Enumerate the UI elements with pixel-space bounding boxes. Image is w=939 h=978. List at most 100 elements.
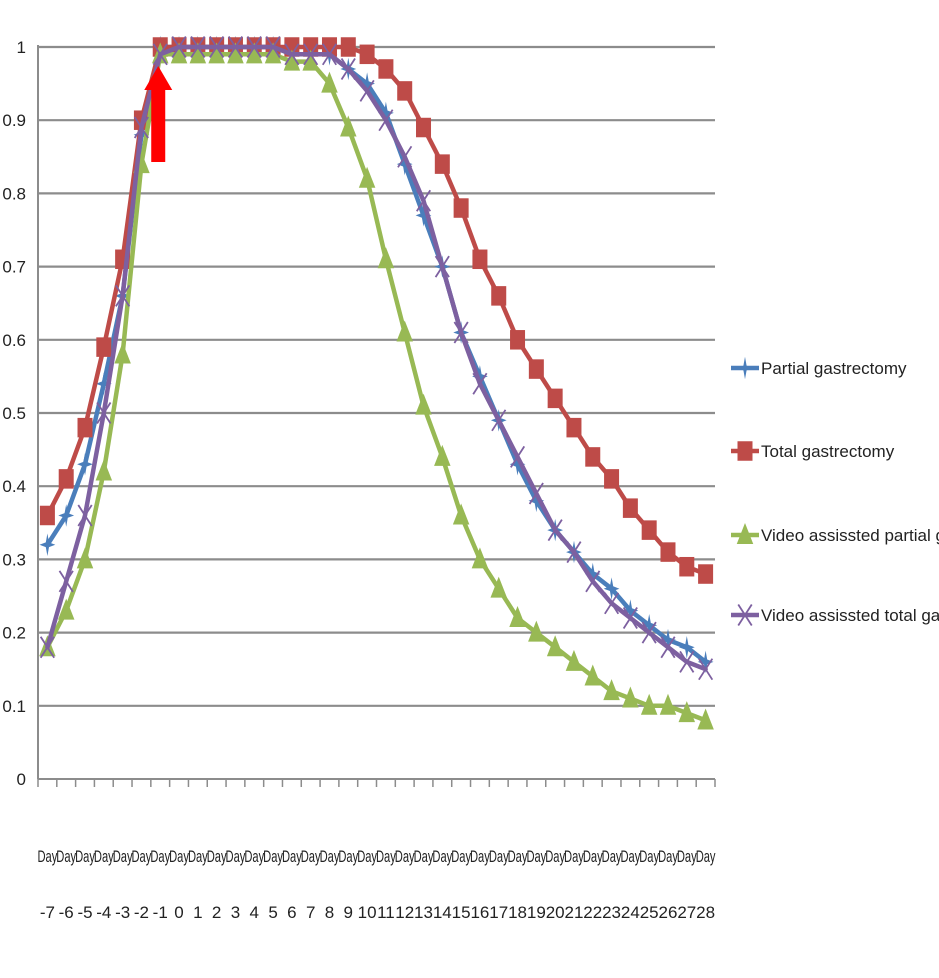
x-tick-label: 25 (640, 903, 659, 922)
x-tick-label: 4 (250, 903, 259, 922)
data-point (565, 649, 583, 671)
data-point (566, 417, 582, 438)
x-tick-label: 2 (212, 903, 221, 922)
x-tick-label-top: Day (38, 847, 58, 866)
data-point (679, 650, 695, 673)
data-point (604, 469, 620, 489)
data-point (546, 635, 564, 657)
x-tick-label: -7 (40, 903, 55, 922)
x-tick-label-top: Day (94, 847, 114, 866)
x-tick-label-top: Day (583, 847, 603, 866)
y-axis-tick-labels: 0 0.1 0.2 0.3 0.4 0.5 0.6 0.7 0.8 0.9 1 (2, 38, 26, 789)
data-point (170, 42, 188, 64)
data-point (95, 459, 113, 481)
data-point (359, 44, 375, 65)
data-point (528, 359, 544, 379)
x-tick-label-top: Day (451, 847, 471, 866)
x-tick-label: -2 (134, 903, 149, 922)
data-point (528, 620, 545, 642)
data-point (171, 36, 187, 58)
data-point (302, 49, 319, 71)
data-point (509, 453, 526, 476)
data-point (133, 116, 149, 139)
data-point (359, 72, 375, 95)
x-tick-label-top: Day (169, 847, 189, 866)
data-point (640, 693, 658, 715)
data-point (434, 444, 451, 466)
x-tick-label: 16 (470, 903, 489, 922)
data-point (265, 36, 281, 58)
x-tick-label-top: Day (564, 847, 584, 866)
data-point (246, 42, 263, 64)
legend-item: Partial gastrectomy (731, 356, 907, 380)
data-point (95, 372, 112, 395)
data-point (660, 628, 676, 652)
data-point (321, 43, 337, 66)
x-tick-label: 7 (306, 903, 315, 922)
data-point (660, 636, 676, 659)
data-point (340, 37, 356, 57)
x-tick-label: 27 (677, 903, 696, 922)
data-point (415, 204, 432, 227)
x-tick-label: 1 (193, 903, 202, 922)
data-point (303, 43, 319, 66)
legend-label: Partial gastrectomy (761, 359, 907, 378)
data-point (509, 605, 526, 627)
y-tick-label: 0.1 (2, 697, 26, 716)
y-tick-label: 0.5 (2, 404, 26, 423)
data-point (434, 154, 450, 174)
data-point (584, 562, 601, 586)
x-tick-label: 12 (395, 903, 414, 922)
x-tick-label: 28 (696, 903, 715, 922)
x-tick-label: 24 (621, 903, 640, 922)
x-tick-label-top: Day (150, 847, 170, 866)
data-point (510, 445, 526, 468)
data-point (96, 402, 112, 424)
data-point (58, 469, 74, 489)
data-point (359, 79, 375, 102)
x-tick-label: 20 (546, 903, 565, 922)
data-point (622, 599, 639, 622)
x-tick-label-top: Day (432, 847, 452, 866)
data-point (416, 117, 432, 138)
data-point (227, 36, 243, 58)
x-tick-label: 9 (344, 903, 353, 922)
x-tick-label: -4 (96, 903, 111, 922)
data-point (377, 247, 395, 269)
data-point (737, 604, 753, 626)
x-tick-label-top: Day (620, 847, 640, 866)
data-point (736, 523, 754, 544)
x-tick-label: 5 (268, 903, 277, 922)
x-tick-label-top: Day (188, 847, 208, 866)
data-point (378, 101, 394, 125)
data-point (321, 37, 337, 57)
legend-label: Total gastrectomy (761, 442, 895, 461)
data-point (584, 664, 602, 686)
data-point (737, 356, 753, 380)
x-tick-label-top: Day (395, 847, 415, 866)
x-tick-label: -6 (59, 903, 74, 922)
data-point (453, 321, 469, 344)
arrow-shaft (151, 88, 166, 162)
data-point (208, 42, 225, 64)
data-point (585, 570, 601, 593)
data-point (622, 498, 638, 518)
x-tick-label-top: Day (244, 847, 264, 866)
x-tick-label: 21 (564, 903, 583, 922)
x-tick-label-top: Day (639, 847, 659, 866)
axes (37, 45, 716, 787)
data-point (452, 503, 470, 525)
x-tick-label: -3 (115, 903, 130, 922)
data-point (547, 519, 563, 542)
data-point (189, 42, 207, 64)
data-point (397, 81, 413, 101)
arrow-head (144, 66, 173, 90)
x-tick-label: -5 (77, 903, 92, 922)
x-axis-tick-labels: Day -7 Day -6 Day -5 Day -4 Day -3 Day -2 Day -1 Day 0 D… (38, 847, 716, 922)
data-point (603, 577, 620, 600)
data-point (209, 36, 225, 58)
data-point (77, 417, 93, 438)
legend-label: Video assissted partial gastrectomy (761, 526, 939, 545)
